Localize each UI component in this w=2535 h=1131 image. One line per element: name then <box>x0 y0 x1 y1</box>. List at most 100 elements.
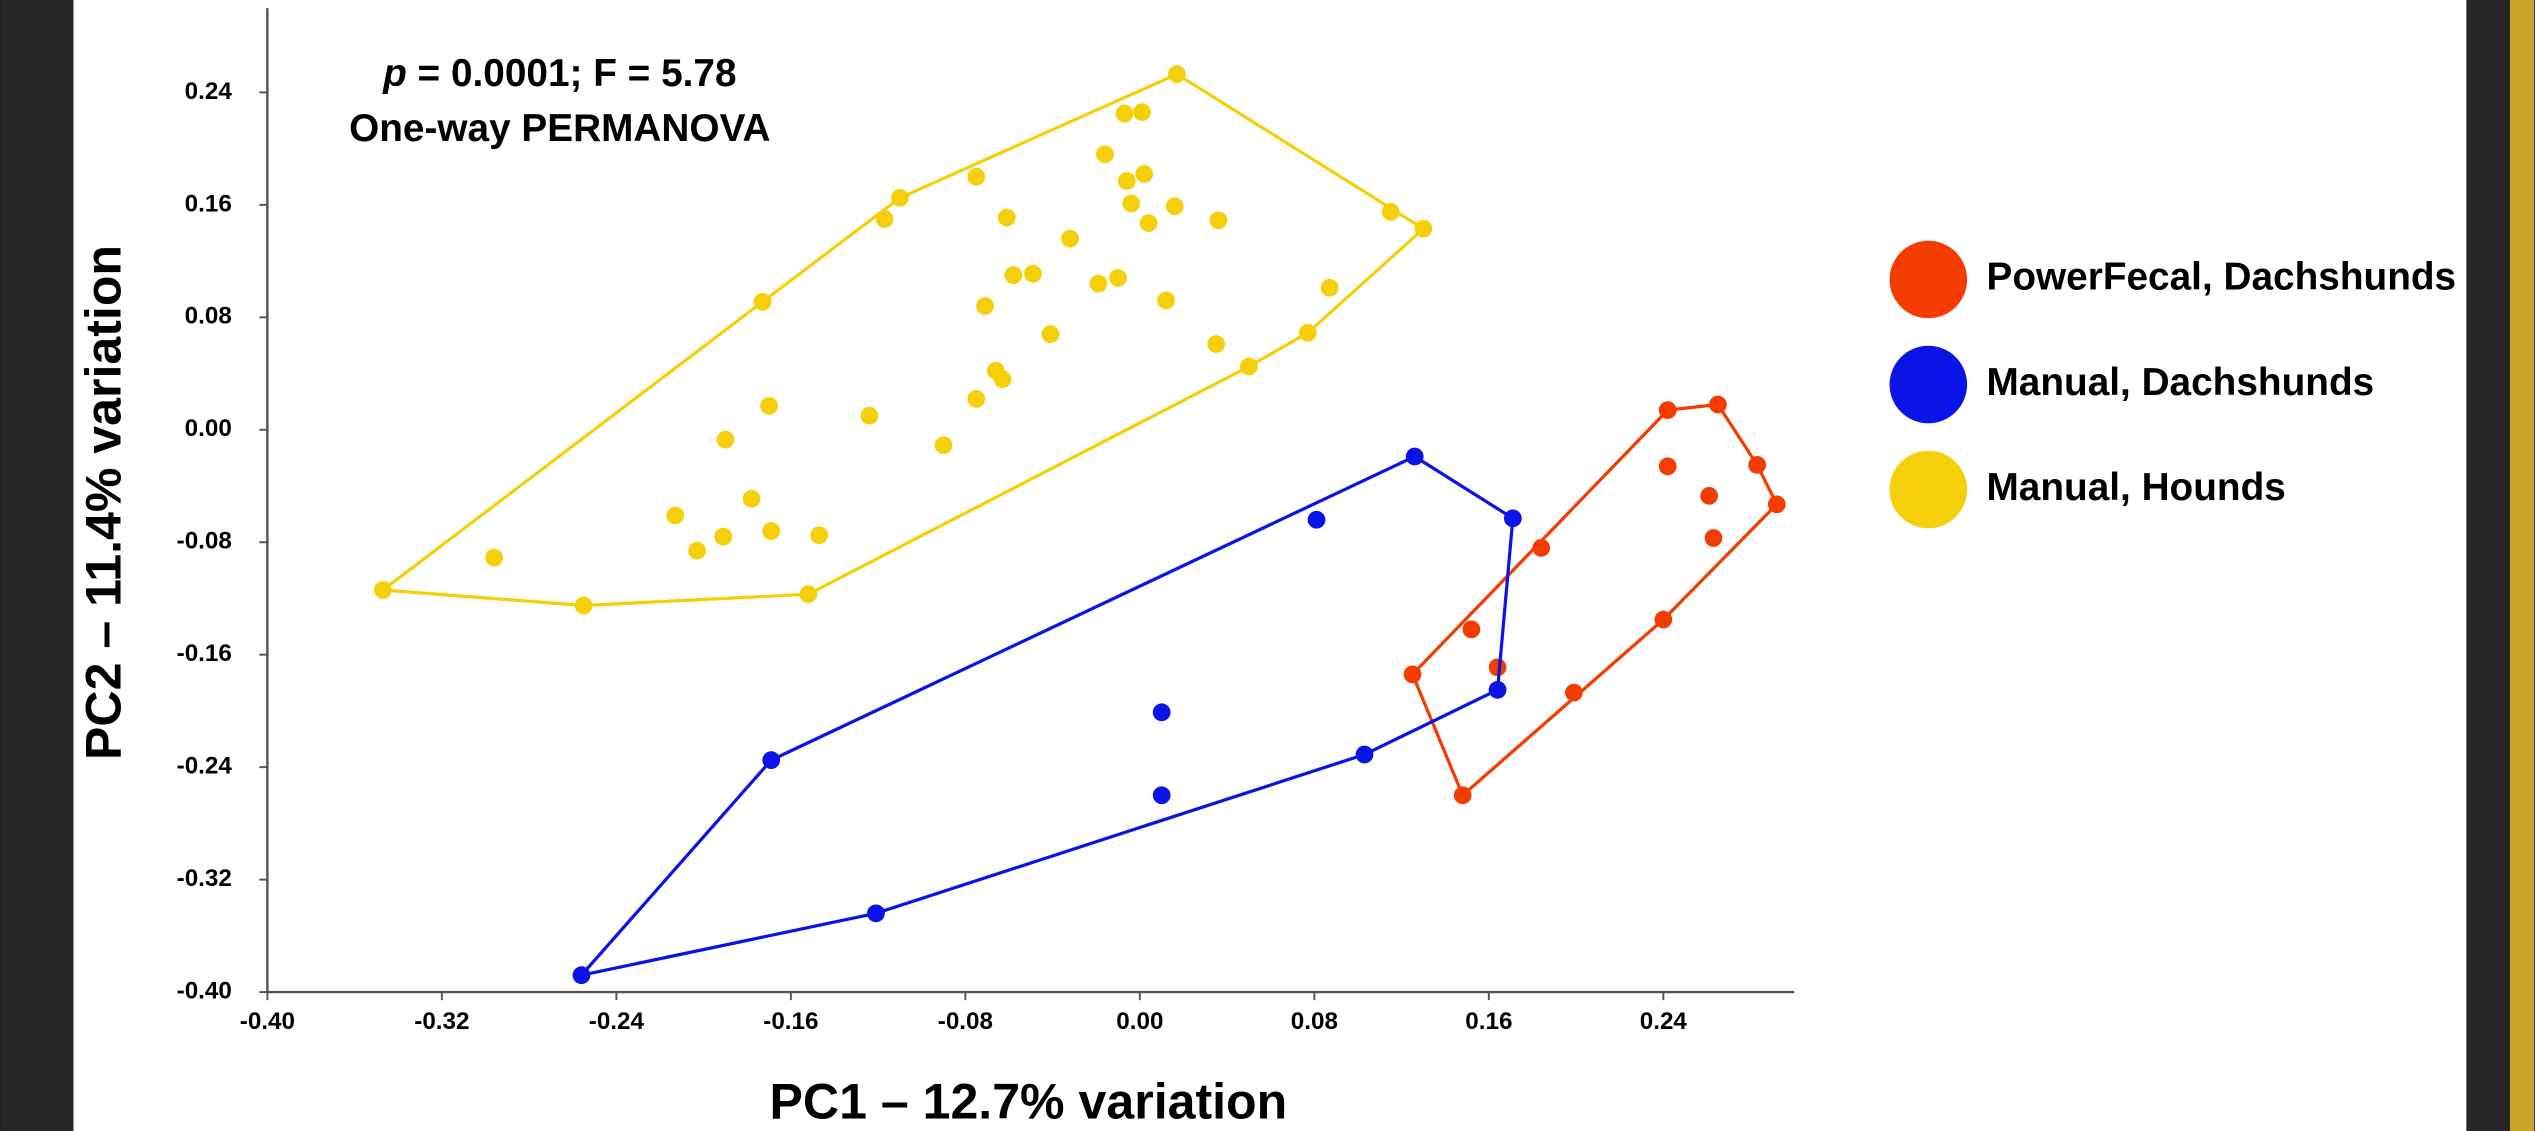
point <box>1152 703 1171 722</box>
point <box>1109 269 1127 287</box>
point <box>997 208 1016 227</box>
x-axis-label: PC1 – 12.7% variation <box>770 1073 1288 1129</box>
point <box>666 506 685 525</box>
point <box>976 297 994 315</box>
point <box>762 522 781 540</box>
y-tick-label: 0.24 <box>185 78 233 105</box>
point <box>753 292 772 311</box>
frame-edge <box>2509 0 2535 1131</box>
point <box>867 904 885 923</box>
point <box>762 751 781 769</box>
point <box>1704 529 1723 547</box>
point <box>1152 786 1171 805</box>
point <box>1320 278 1339 297</box>
point <box>1453 786 1472 805</box>
point <box>1207 335 1226 353</box>
point <box>1096 145 1114 164</box>
point <box>1240 357 1258 376</box>
hull <box>577 454 1515 978</box>
x-tick-label: -0.16 <box>763 1008 818 1035</box>
point <box>1503 509 1522 528</box>
point <box>1658 457 1677 476</box>
y-tick-label: 0.08 <box>185 303 232 330</box>
point <box>1115 104 1134 123</box>
point <box>1748 456 1767 474</box>
point <box>810 526 829 545</box>
x-tick-label: 0.08 <box>1291 1008 1338 1035</box>
point <box>1004 266 1023 285</box>
point <box>1708 395 1727 414</box>
point <box>860 406 879 425</box>
point <box>374 581 392 599</box>
point <box>1307 510 1326 529</box>
point <box>1041 325 1060 344</box>
y-tick-label: -0.16 <box>177 640 232 667</box>
y-tick-label: -0.24 <box>177 753 233 780</box>
point <box>760 396 778 415</box>
point <box>1157 291 1175 310</box>
point <box>993 370 1012 389</box>
x-tick-label: -0.40 <box>240 1008 295 1035</box>
y-axis-label: PC2 – 11.4% variation <box>76 245 132 760</box>
annotation: p = 0.0001; F = 5.78 <box>382 52 736 95</box>
point <box>1462 620 1481 639</box>
x-tick-label: 0.16 <box>1465 1008 1512 1035</box>
point <box>1488 658 1507 677</box>
y-tick-label: -0.32 <box>177 865 232 892</box>
point <box>1024 264 1042 283</box>
x-tick-label: 0.24 <box>1640 1008 1688 1035</box>
legend-swatch <box>1889 240 1968 319</box>
point <box>1135 165 1154 183</box>
point <box>716 430 735 449</box>
point <box>1168 65 1186 84</box>
legend-label: Manual, Hounds <box>1986 466 2285 509</box>
annotation-test: One-way PERMANOVA <box>349 107 770 150</box>
panel <box>73 0 2467 1131</box>
point <box>1700 486 1719 505</box>
legend-swatch <box>1889 450 1968 529</box>
point <box>1298 323 1317 342</box>
point <box>1133 103 1151 121</box>
point <box>1532 538 1551 557</box>
point <box>742 489 761 508</box>
point <box>1139 214 1158 233</box>
point <box>574 596 593 615</box>
y-tick-label: 0.00 <box>185 415 232 442</box>
point <box>891 188 909 207</box>
y-tick-label: -0.40 <box>177 977 232 1004</box>
hull <box>378 72 1427 608</box>
x-tick-label: 0.00 <box>1116 1008 1163 1035</box>
point <box>1122 194 1141 213</box>
point <box>1414 219 1433 238</box>
point <box>485 548 504 567</box>
point <box>714 527 733 546</box>
annotation-symbol: p <box>382 52 407 95</box>
point <box>934 436 953 455</box>
legend-label: Manual, Dachshunds <box>1986 361 2374 404</box>
point <box>1209 211 1228 230</box>
point <box>688 541 706 560</box>
point <box>1165 197 1184 216</box>
point <box>1658 401 1677 419</box>
point <box>1654 610 1673 629</box>
y-tick-label: -0.08 <box>177 528 232 555</box>
legend-label: PowerFecal, Dachshunds <box>1986 256 2456 299</box>
point <box>1381 203 1400 221</box>
point <box>1355 745 1374 764</box>
x-tick-label: -0.24 <box>589 1008 645 1035</box>
point <box>875 210 894 228</box>
y-tick-label: 0.16 <box>185 190 232 217</box>
point <box>1488 680 1507 699</box>
point <box>1061 229 1079 248</box>
legend-swatch <box>1889 345 1968 424</box>
point <box>572 966 591 985</box>
point <box>799 585 818 604</box>
point <box>1403 665 1422 684</box>
point <box>967 389 986 408</box>
x-tick-label: -0.08 <box>938 1008 993 1035</box>
annotation-stat: = 0.0001; F = 5.78 <box>407 52 737 95</box>
point <box>1565 683 1583 702</box>
point <box>967 167 986 186</box>
point <box>1405 447 1424 466</box>
point <box>1767 495 1786 514</box>
